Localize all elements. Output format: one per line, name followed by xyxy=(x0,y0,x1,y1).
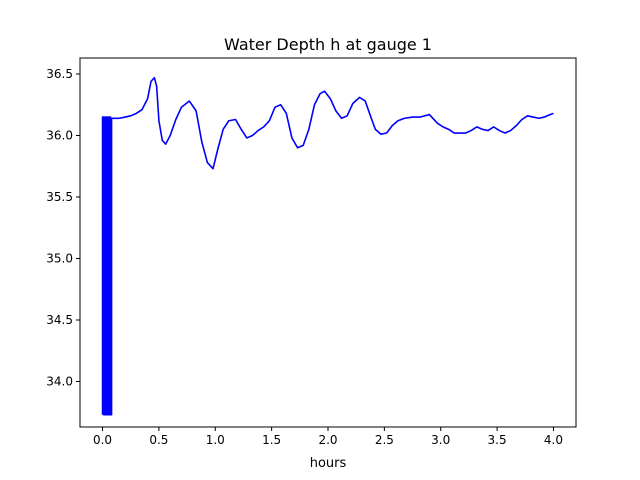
y-tick-label: 35.5 xyxy=(46,190,73,204)
plot-area xyxy=(80,58,576,427)
y-tick-label: 34.0 xyxy=(46,374,73,388)
x-axis-label: hours xyxy=(310,456,347,471)
x-tick-label: 3.5 xyxy=(488,433,507,447)
x-tick-label: 2.0 xyxy=(318,433,337,447)
x-tick-label: 3.0 xyxy=(431,433,450,447)
x-tick-label: 1.5 xyxy=(262,433,281,447)
y-axis: 34.0 34.5 35.0 35.5 36.0 36.5 xyxy=(46,67,80,388)
x-tick-label: 0.0 xyxy=(93,433,112,447)
x-tick-label: 4.0 xyxy=(544,433,563,447)
y-tick-label: 35.0 xyxy=(46,251,73,265)
y-tick-label: 36.5 xyxy=(46,67,73,81)
x-tick-label: 2.5 xyxy=(375,433,394,447)
series-line-0 xyxy=(101,76,554,416)
chart-title: Water Depth h at gauge 1 xyxy=(224,35,432,54)
x-tick-label: 0.5 xyxy=(149,433,168,447)
x-axis: 0.0 0.5 1.0 1.5 2.0 2.5 3.0 3.5 4.0 xyxy=(93,427,563,447)
x-tick-label: 1.0 xyxy=(206,433,225,447)
series-layer xyxy=(101,76,554,416)
y-tick-label: 36.0 xyxy=(46,128,73,142)
y-tick-label: 34.5 xyxy=(46,313,73,327)
